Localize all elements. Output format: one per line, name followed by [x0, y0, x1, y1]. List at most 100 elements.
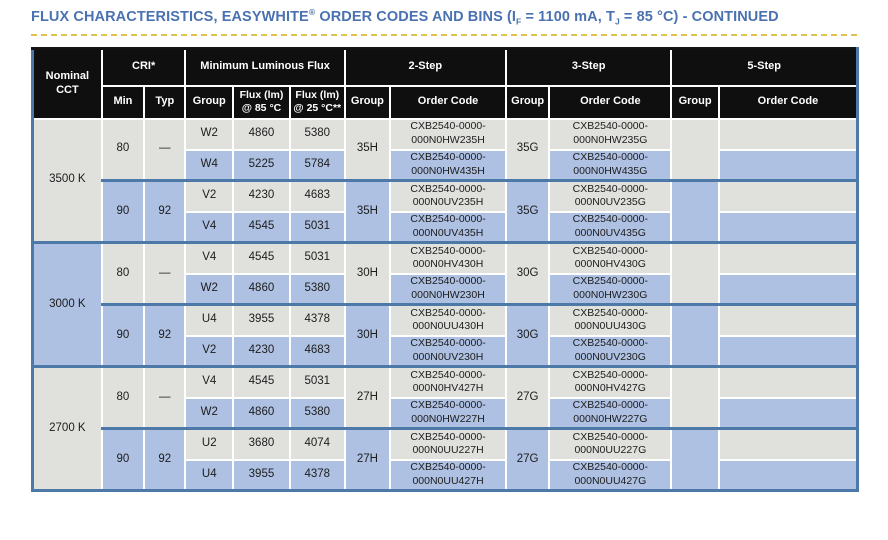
col-header-group: Group — [670, 84, 720, 120]
col-header-min-luminous-flux: Minimum Luminous Flux — [184, 47, 346, 87]
col-header-group: Group — [504, 84, 551, 120]
flux-bin-cell: U4 — [184, 303, 235, 337]
flux-bin-cell: V2 — [184, 334, 235, 368]
order-code-5step-cell — [717, 458, 859, 492]
flux-85-cell: 4860 — [232, 272, 291, 306]
col-header-group: Group — [184, 84, 235, 120]
group-2step-cell: 27H — [343, 427, 392, 492]
group-3step-cell: 27G — [504, 365, 551, 430]
flux-25-cell: 5031 — [288, 210, 346, 244]
order-code-5step-cell — [717, 396, 859, 430]
group-2step-cell: 27H — [343, 365, 392, 430]
cri-typ-cell: — — [143, 241, 187, 306]
order-code-5step-cell — [717, 272, 859, 306]
order-code-2step-cell: CXB2540-0000- 000N0HV430H — [389, 241, 507, 275]
title-text: = 1100 mA, T — [521, 8, 615, 25]
order-code-2step-cell: CXB2540-0000- 000N0UU427H — [389, 458, 507, 492]
group-3step-cell: 30G — [504, 241, 551, 306]
order-code-2step-cell: CXB2540-0000- 000N0UU430H — [389, 303, 507, 337]
col-header-5-step: 5-Step — [670, 47, 859, 87]
flux-bin-cell: W4 — [184, 148, 235, 182]
col-header-flux-85: Flux (lm) @ 85 °C — [232, 84, 291, 120]
order-code-2step-cell: CXB2540-0000- 000N0HW235H — [389, 117, 507, 151]
col-header-order-code: Order Code — [548, 84, 673, 120]
flux-25-cell: 4683 — [288, 334, 346, 368]
cri-typ-cell: 92 — [143, 303, 187, 368]
title-text: FLUX CHARACTERISTICS, EASYWHITE — [31, 8, 309, 25]
order-code-5step-cell — [717, 241, 859, 275]
cri-min-cell: 80 — [100, 117, 146, 182]
order-code-3step-cell: CXB2540-0000- 000N0UU427G — [548, 458, 673, 492]
flux-bin-cell: W2 — [184, 396, 235, 430]
flux-bin-cell: W2 — [184, 272, 235, 306]
cri-typ-cell: — — [143, 365, 187, 430]
flux-25-cell: 4378 — [288, 458, 346, 492]
group-3step-cell: 30G — [504, 303, 551, 368]
order-code-2step-cell: CXB2540-0000- 000N0UV235H — [389, 179, 507, 213]
flux-25-cell: 5380 — [288, 272, 346, 306]
order-code-3step-cell: CXB2540-0000- 000N0HW227G — [548, 396, 673, 430]
order-code-2step-cell: CXB2540-0000- 000N0UV435H — [389, 210, 507, 244]
cri-min-cell: 90 — [100, 427, 146, 492]
page-title: FLUX CHARACTERISTICS, EASYWHITE® ORDER C… — [31, 7, 857, 36]
cri-min-cell: 80 — [100, 241, 146, 306]
cri-min-cell: 90 — [100, 179, 146, 244]
order-code-2step-cell: CXB2540-0000- 000N0HW435H — [389, 148, 507, 182]
order-code-2step-cell: CXB2540-0000- 000N0HW230H — [389, 272, 507, 306]
title-text: ORDER CODES AND BINS (I — [315, 8, 517, 25]
order-code-2step-cell: CXB2540-0000- 000N0HW227H — [389, 396, 507, 430]
group-3step-cell: 27G — [504, 427, 551, 492]
flux-85-cell: 4860 — [232, 396, 291, 430]
flux-25-cell: 4074 — [288, 427, 346, 461]
col-header-min: Min — [100, 84, 146, 120]
flux-85-cell: 4230 — [232, 334, 291, 368]
col-header-3-step: 3-Step — [504, 47, 673, 87]
registered-mark: ® — [308, 7, 316, 17]
order-code-3step-cell: CXB2540-0000- 000N0HW235G — [548, 117, 673, 151]
cri-min-cell: 80 — [100, 365, 146, 430]
flux-25-cell: 5380 — [288, 117, 346, 151]
group-2step-cell: 35H — [343, 117, 392, 182]
flux-85-cell: 4545 — [232, 210, 291, 244]
title-text: = 85 °C) - CONTINUED — [619, 8, 779, 25]
order-code-5step-cell — [717, 179, 859, 213]
flux-bin-cell: V4 — [184, 210, 235, 244]
group-2step-cell: 30H — [343, 303, 392, 368]
group-5step-cell — [670, 303, 720, 368]
col-header-nominal-cct: Nominal CCT — [31, 47, 103, 120]
flux-bin-cell: V4 — [184, 365, 235, 399]
group-5step-cell — [670, 179, 720, 244]
flux-25-cell: 5784 — [288, 148, 346, 182]
order-code-3step-cell: CXB2540-0000- 000N0UV230G — [548, 334, 673, 368]
flux-bin-cell: V4 — [184, 241, 235, 275]
order-code-2step-cell: CXB2540-0000- 000N0UV230H — [389, 334, 507, 368]
order-code-5step-cell — [717, 117, 859, 151]
order-code-5step-cell — [717, 210, 859, 244]
order-code-5step-cell — [717, 303, 859, 337]
order-code-2step-cell: CXB2540-0000- 000N0HV427H — [389, 365, 507, 399]
flux-85-cell: 3680 — [232, 427, 291, 461]
col-header-order-code: Order Code — [717, 84, 859, 120]
order-code-3step-cell: CXB2540-0000- 000N0HW435G — [548, 148, 673, 182]
flux-85-cell: 4860 — [232, 117, 291, 151]
flux-25-cell: 5031 — [288, 241, 346, 275]
col-header-2-step: 2-Step — [343, 47, 507, 87]
group-5step-cell — [670, 117, 720, 182]
cct-cell: 3500 K — [31, 117, 103, 244]
flux-bin-cell: V2 — [184, 179, 235, 213]
flux-bin-cell: W2 — [184, 117, 235, 151]
flux-85-cell: 4545 — [232, 241, 291, 275]
cct-cell: 2700 K — [31, 365, 103, 492]
order-code-3step-cell: CXB2540-0000- 000N0UV435G — [548, 210, 673, 244]
col-header-cri: CRI* — [100, 47, 187, 87]
group-5step-cell — [670, 241, 720, 306]
cri-typ-cell: 92 — [143, 427, 187, 492]
col-header-order-code: Order Code — [389, 84, 507, 120]
flux-85-cell: 4230 — [232, 179, 291, 213]
order-code-5step-cell — [717, 148, 859, 182]
group-3step-cell: 35G — [504, 117, 551, 182]
flux-85-cell: 3955 — [232, 458, 291, 492]
group-2step-cell: 30H — [343, 241, 392, 306]
subscript-j: J — [614, 16, 620, 27]
